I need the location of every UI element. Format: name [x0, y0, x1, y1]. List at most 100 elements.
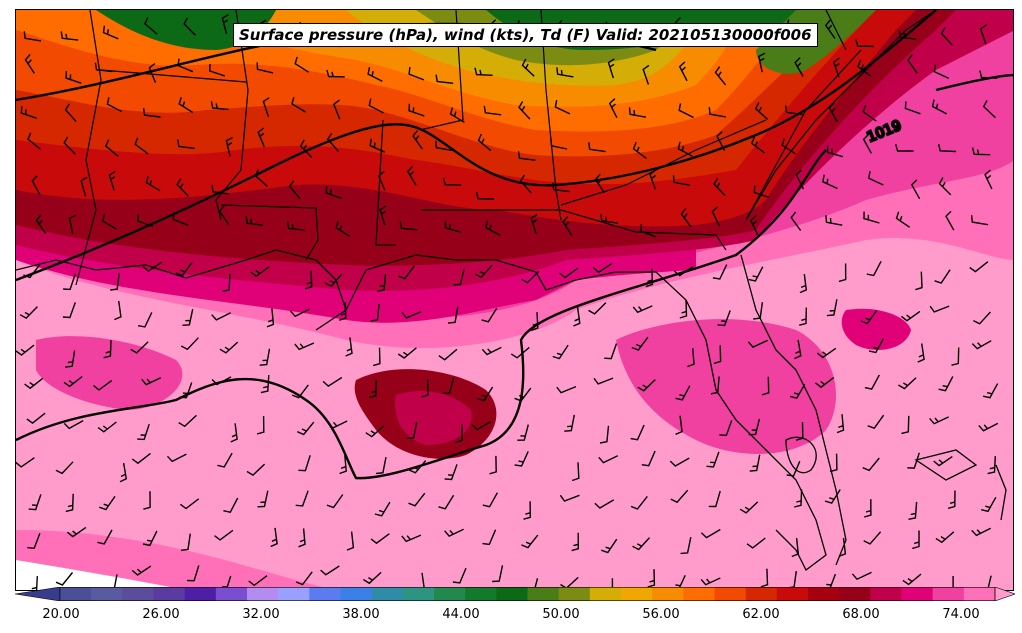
- wind-barb: [455, 424, 463, 444]
- wind-barb: [368, 98, 384, 114]
- wind-barb: [592, 263, 613, 274]
- wind-barb: [492, 565, 504, 583]
- wind-barb: [795, 422, 804, 441]
- wind-barb: [16, 344, 35, 356]
- wind-barb: [749, 454, 761, 472]
- colorbar-swatch: [527, 587, 560, 601]
- wind-barb: [982, 383, 999, 399]
- wind-barb: [145, 175, 161, 192]
- wind-barb: [799, 307, 807, 326]
- colorbar-swatch: [371, 587, 404, 601]
- wind-barb: [94, 62, 113, 73]
- wind-barb: [142, 261, 162, 272]
- wind-barb: [748, 266, 764, 282]
- wind-barb: [826, 299, 838, 317]
- wind-barb: [550, 138, 568, 150]
- wind-barb: [99, 495, 116, 511]
- wind-barb: [523, 501, 532, 520]
- wind-barb: [63, 419, 84, 430]
- wind-barb: [712, 264, 728, 280]
- wind-barb: [598, 455, 619, 464]
- wind-barb: [369, 138, 386, 153]
- wind-barb: [131, 452, 151, 465]
- colorbar-swatch: [340, 587, 373, 601]
- colorbar-tick-68: 68.00: [842, 607, 880, 622]
- wind-barb: [637, 379, 656, 392]
- dewpoint-band-18: [841, 308, 911, 350]
- wind-barb: [148, 62, 157, 83]
- wind-barb: [552, 182, 570, 193]
- wind-barb: [406, 165, 417, 186]
- wind-barb: [481, 346, 502, 356]
- wind-barb: [20, 106, 37, 119]
- wind-barb: [444, 464, 458, 481]
- wind-barb: [679, 299, 688, 319]
- wind-barb: [110, 273, 120, 291]
- wind-barb: [761, 376, 770, 396]
- wind-barb: [374, 501, 391, 517]
- wind-barb: [979, 24, 987, 45]
- wind-barb: [65, 493, 74, 513]
- wind-barb: [291, 96, 307, 113]
- wind-barb: [898, 377, 917, 390]
- colorbar-swatch: [776, 587, 809, 601]
- wind-barb: [327, 420, 348, 429]
- wind-barb: [556, 67, 574, 78]
- colorbar-swatch: [963, 587, 996, 601]
- colorbar-swatch: [808, 587, 840, 601]
- wind-barb: [739, 501, 759, 514]
- wind-barb: [60, 31, 79, 41]
- wind-barb: [860, 310, 878, 325]
- wind-barb: [826, 145, 844, 158]
- wind-barb: [554, 99, 571, 115]
- wind-barb: [80, 176, 88, 197]
- wind-barb: [482, 529, 497, 546]
- wind-barb: [552, 344, 569, 360]
- wind-barb: [825, 215, 843, 226]
- wind-barb: [166, 453, 187, 463]
- colorbar-swatch: [714, 587, 747, 601]
- colorbar-swatch: [652, 587, 684, 601]
- wind-barb: [904, 101, 921, 115]
- wind-barb: [902, 573, 922, 586]
- wind-barb: [908, 501, 918, 520]
- wind-barb: [346, 531, 355, 551]
- wind-barb: [829, 453, 838, 473]
- wind-barb: [16, 457, 35, 468]
- wind-barb: [938, 177, 952, 196]
- colorbar-swatch: [278, 587, 310, 601]
- wind-barb: [294, 56, 310, 73]
- wind-barb: [475, 191, 495, 200]
- wind-barb: [675, 415, 683, 435]
- colorbar-swatch: [91, 587, 123, 601]
- wind-barb: [986, 575, 992, 590]
- wind-barb: [398, 265, 415, 280]
- wind-barb: [530, 213, 538, 234]
- wind-barb: [678, 61, 688, 82]
- wind-barb: [130, 341, 149, 354]
- colorbar-swatch: [745, 587, 778, 601]
- wind-barb: [933, 64, 950, 80]
- wind-barb: [748, 418, 761, 436]
- wind-barb: [933, 456, 953, 467]
- wind-barb: [680, 537, 692, 555]
- wind-barb: [556, 385, 577, 394]
- wind-barb: [262, 97, 270, 117]
- wind-barb: [435, 140, 453, 152]
- wind-barb: [670, 489, 689, 504]
- wind-barb: [62, 302, 76, 319]
- wind-barb: [63, 375, 83, 388]
- wind-barb: [600, 213, 618, 224]
- wind-barb: [477, 386, 494, 402]
- wind-barb: [183, 17, 196, 36]
- wind-barb: [295, 571, 313, 586]
- wind-barb: [978, 422, 999, 432]
- wind-barb: [518, 101, 531, 120]
- wind-barb: [931, 99, 948, 115]
- wind-barb: [401, 311, 422, 319]
- wind-barb: [372, 347, 381, 367]
- wind-barb: [517, 151, 536, 161]
- wind-barb: [564, 414, 575, 432]
- wind-barb: [338, 302, 347, 321]
- wind-barb: [187, 565, 200, 582]
